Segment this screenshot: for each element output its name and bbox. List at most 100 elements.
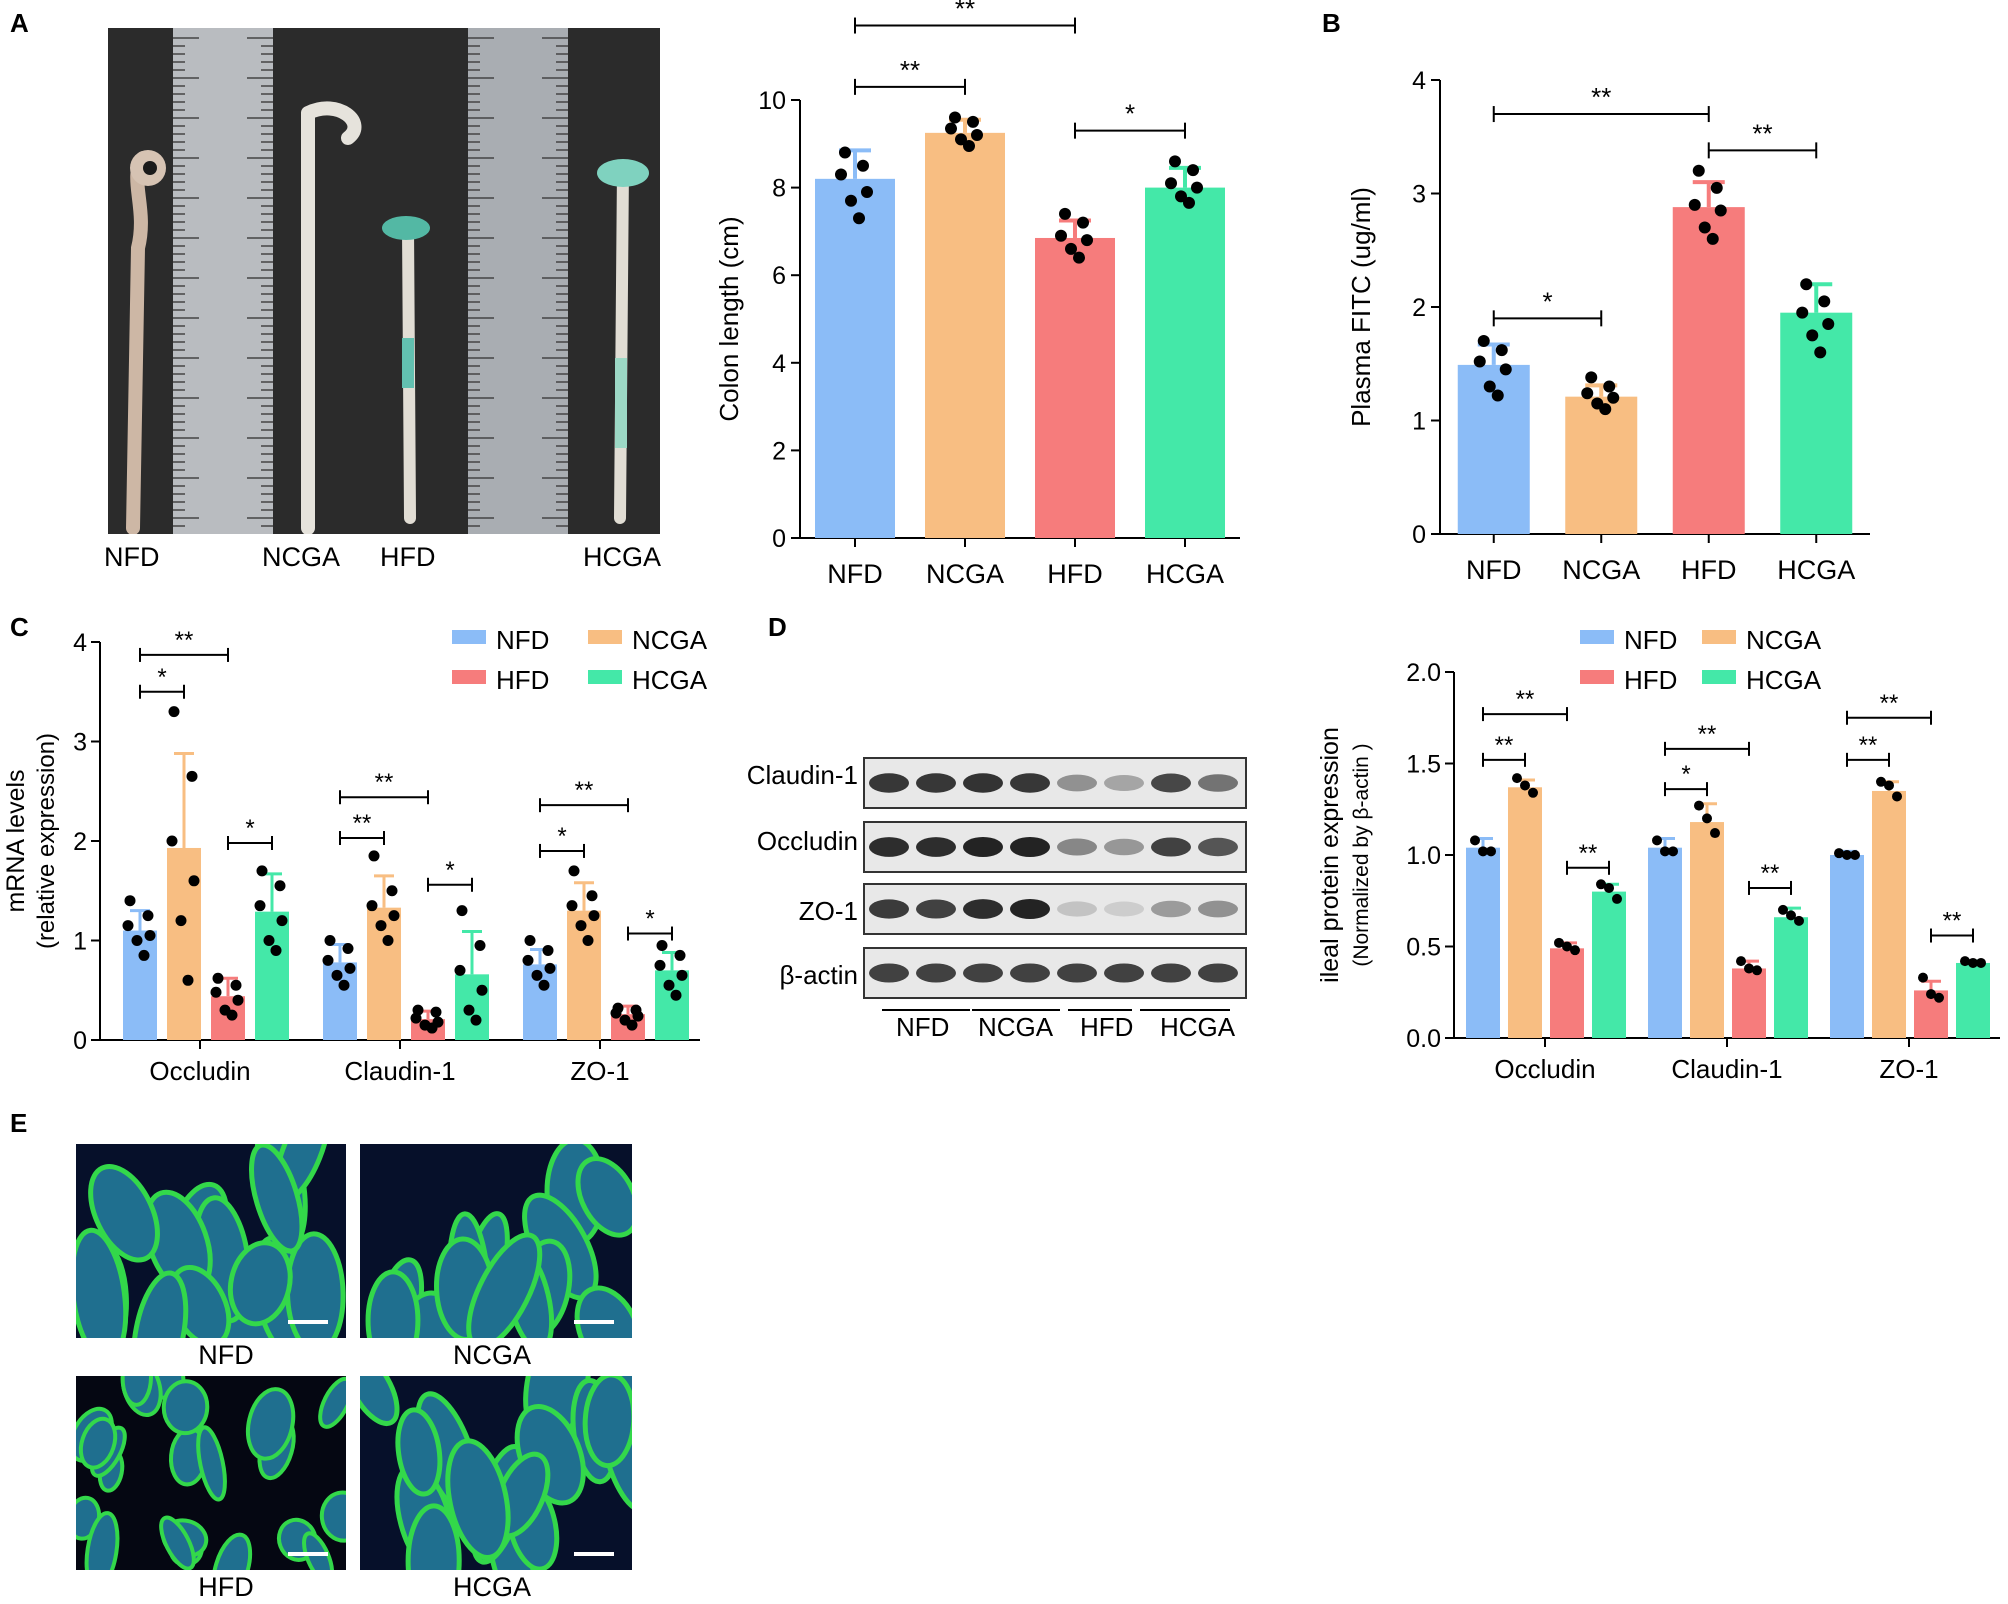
- data-point: [1562, 941, 1572, 952]
- y-tick-label: 2.0: [1406, 659, 1441, 687]
- data-point: [470, 1014, 482, 1026]
- data-point: [254, 900, 266, 912]
- data-point: [182, 974, 194, 986]
- data-point: [456, 905, 468, 917]
- bar-hfd: [1732, 968, 1766, 1038]
- data-point: [144, 930, 156, 942]
- x-tick-label: NCGA: [926, 559, 1004, 589]
- data-point: [1660, 846, 1670, 857]
- bar-hfd: [1550, 948, 1584, 1038]
- data-point: [1800, 278, 1813, 291]
- bar-ncga: [1872, 790, 1906, 1038]
- sig-label: **: [1579, 840, 1598, 867]
- villus: [120, 1376, 154, 1407]
- blot-band: [963, 963, 1003, 983]
- if-image-nfd: [76, 1144, 346, 1338]
- data-point: [1842, 850, 1852, 860]
- sig-label: *: [445, 857, 454, 884]
- photo-label-ncga: NCGA: [262, 542, 341, 572]
- sig-label: *: [645, 906, 654, 933]
- villus: [574, 1285, 632, 1338]
- data-point: [1668, 846, 1678, 857]
- data-point: [945, 122, 957, 135]
- data-point: [531, 969, 543, 981]
- data-point: [967, 115, 979, 128]
- data-point: [175, 915, 187, 927]
- data-point: [1499, 363, 1512, 376]
- data-point: [1814, 346, 1827, 359]
- y-tick-label: 2: [73, 828, 87, 856]
- bar-hcga: [1774, 917, 1808, 1038]
- data-point: [1752, 965, 1762, 976]
- x-tick-label: HCGA: [1777, 555, 1855, 585]
- data-point: [256, 865, 268, 877]
- blot-band: [916, 963, 956, 983]
- data-point: [1581, 387, 1594, 400]
- data-point: [322, 954, 334, 966]
- colon-photo: [108, 28, 660, 534]
- data-point: [342, 942, 354, 954]
- data-point: [324, 935, 336, 946]
- data-point: [142, 910, 154, 922]
- data-point: [1850, 850, 1860, 860]
- blot-band: [1198, 837, 1238, 857]
- y-axis-title: Plasma FITC (ug/ml): [1346, 187, 1376, 427]
- legend-label-ncga: NCGA: [632, 625, 708, 655]
- data-point: [522, 954, 534, 966]
- data-point: [122, 920, 134, 932]
- villus: [76, 1227, 129, 1338]
- data-point: [1744, 963, 1754, 974]
- data-point: [632, 1010, 644, 1022]
- wb-group-hcga: HCGA: [1160, 1012, 1236, 1042]
- data-point: [166, 835, 178, 847]
- bar-ncga: [567, 910, 601, 1040]
- y-axis-subtitle: (relative expression): [33, 733, 60, 949]
- data-point: [1081, 234, 1093, 247]
- data-point: [1183, 196, 1195, 209]
- data-point: [1714, 204, 1727, 217]
- y-tick-label: 0.0: [1406, 1025, 1441, 1053]
- data-point: [654, 959, 666, 971]
- wb-group-ncga: NCGA: [978, 1012, 1054, 1042]
- blot-band: [1198, 963, 1238, 983]
- data-point: [568, 865, 580, 877]
- data-point: [663, 979, 675, 991]
- sig-label: **: [375, 769, 394, 796]
- y-tick-label: 2: [1412, 294, 1426, 322]
- panel-letter-b: B: [1322, 8, 1341, 38]
- data-point: [1077, 216, 1089, 229]
- data-point: [1786, 910, 1796, 921]
- x-tick-label: HFD: [1047, 559, 1103, 589]
- data-point: [1918, 972, 1928, 983]
- data-point: [1165, 177, 1177, 190]
- x-tick-label: ZO-1: [1879, 1054, 1938, 1084]
- villus: [84, 1511, 120, 1570]
- data-point: [1694, 800, 1704, 811]
- bar-ncga: [1565, 396, 1638, 534]
- data-point: [1554, 937, 1564, 948]
- wb-label-claudin: Claudin-1: [746, 760, 858, 790]
- bar-hcga: [1592, 891, 1626, 1038]
- panel-letter-a: A: [10, 8, 29, 38]
- blot-band: [916, 837, 956, 857]
- sig-label: **: [1495, 732, 1514, 759]
- bar-hfd: [1672, 207, 1745, 534]
- x-tick-label: Occludin: [149, 1056, 250, 1086]
- data-point: [1470, 835, 1480, 846]
- bar-hcga: [1956, 962, 1990, 1038]
- data-point: [1473, 355, 1486, 368]
- bar-ncga: [925, 132, 1005, 538]
- blot-band: [1057, 901, 1097, 917]
- legend-label-ncga: NCGA: [1746, 625, 1822, 655]
- data-point: [426, 1022, 438, 1034]
- data-point: [963, 139, 975, 152]
- data-point: [1612, 893, 1622, 904]
- data-point: [1818, 295, 1831, 308]
- blot-band: [1010, 837, 1050, 857]
- legend-label-hcga: HCGA: [632, 665, 708, 695]
- data-point: [388, 910, 400, 922]
- panel-letter-d: D: [768, 612, 787, 642]
- data-point: [676, 969, 688, 981]
- data-point: [538, 979, 550, 991]
